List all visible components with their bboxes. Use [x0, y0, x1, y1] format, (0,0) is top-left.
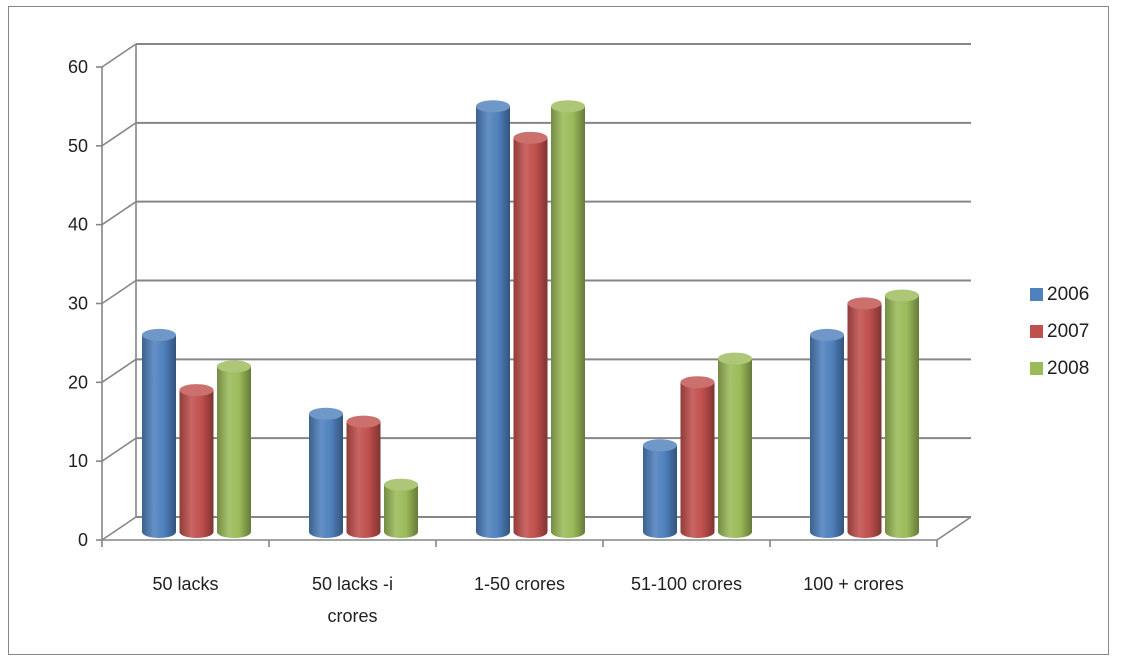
bar-2008-4 [885, 289, 919, 538]
legend-swatch-2006 [1030, 288, 1043, 301]
legend-swatch-2007 [1030, 325, 1043, 338]
y-tick-label: 60 [68, 57, 88, 77]
bar-top [476, 100, 510, 113]
bar-2007-4 [847, 297, 882, 538]
floor-right-edge [936, 516, 972, 541]
bar-2008-1 [384, 478, 418, 538]
x-tick-label: 50 lacks [152, 574, 218, 594]
bar-top [551, 100, 585, 113]
bar-top [810, 328, 844, 341]
grid-connector [101, 358, 137, 383]
bar-top [680, 376, 715, 389]
bar-body [346, 421, 381, 538]
bar-body [718, 358, 752, 538]
bar-2007-2 [513, 131, 548, 539]
y-tick-label: 0 [78, 530, 88, 550]
legend-swatch-2008 [1030, 362, 1043, 375]
bar-body [217, 366, 251, 538]
grid-connector [101, 279, 137, 305]
bar-top [179, 384, 214, 397]
bar-body [551, 106, 585, 539]
x-tick-label: 100 + crores [803, 574, 904, 594]
tick-labels: 0 10 20 30 40 50 60 50 lacks 50 lacks -i crores 1-… [68, 57, 904, 626]
grid-connector [101, 516, 137, 541]
legend-item-2008: 2008 [1030, 350, 1089, 387]
y-tick-label: 10 [68, 451, 88, 471]
bar-body [309, 413, 343, 538]
x-tick-label: 50 lacks -i crores [312, 574, 393, 626]
bar-2008-2 [551, 100, 585, 539]
grid-connector [101, 201, 137, 226]
bar-top [309, 407, 343, 420]
bar-body [810, 334, 844, 538]
bar-2007-3 [680, 376, 715, 538]
bar-2006-0 [142, 328, 176, 538]
bar-top [346, 415, 381, 428]
bar-body [643, 445, 677, 538]
x-tick-label: 51-100 crores [631, 574, 742, 594]
bar-2006-2 [476, 100, 510, 539]
bar-body [476, 106, 510, 539]
bar-2008-0 [217, 360, 251, 538]
y-tick-label: 20 [68, 372, 88, 392]
bar-body [384, 484, 418, 538]
y-tick-label: 40 [68, 215, 88, 235]
bar-top [384, 478, 418, 491]
bars [142, 100, 919, 539]
bar-2008-3 [718, 352, 752, 538]
legend: 2006 2007 2008 [1030, 276, 1089, 387]
bar-2006-4 [810, 328, 844, 538]
grid-connector [101, 43, 137, 68]
bar-body [179, 390, 214, 538]
grid-connector [101, 122, 137, 147]
legend-label-2008: 2008 [1047, 357, 1090, 379]
bar-2006-1 [309, 407, 343, 538]
y-tick-label: 30 [68, 294, 88, 314]
bar-body [680, 382, 715, 538]
bar-2007-0 [179, 384, 214, 538]
legend-label-2006: 2006 [1047, 283, 1090, 305]
x-tick-label: 1-50 crores [474, 574, 565, 594]
bar-2006-3 [643, 439, 677, 538]
bar-top [718, 352, 752, 365]
bar-body [142, 334, 176, 538]
bar-top [142, 328, 176, 341]
bar-body [513, 137, 548, 539]
y-tick-label: 50 [68, 136, 88, 156]
bar-2007-1 [346, 415, 381, 538]
legend-item-2006: 2006 [1030, 276, 1089, 313]
bar-body [885, 295, 919, 538]
bar-top [643, 439, 677, 452]
bar-top [217, 360, 251, 373]
bar-body [847, 303, 882, 538]
bar-top [847, 297, 882, 310]
axes [96, 44, 972, 547]
legend-label-2007: 2007 [1047, 320, 1090, 342]
grid-connector [101, 437, 137, 462]
bar-top [885, 289, 919, 302]
bar-top [513, 131, 548, 144]
legend-item-2007: 2007 [1030, 313, 1089, 350]
